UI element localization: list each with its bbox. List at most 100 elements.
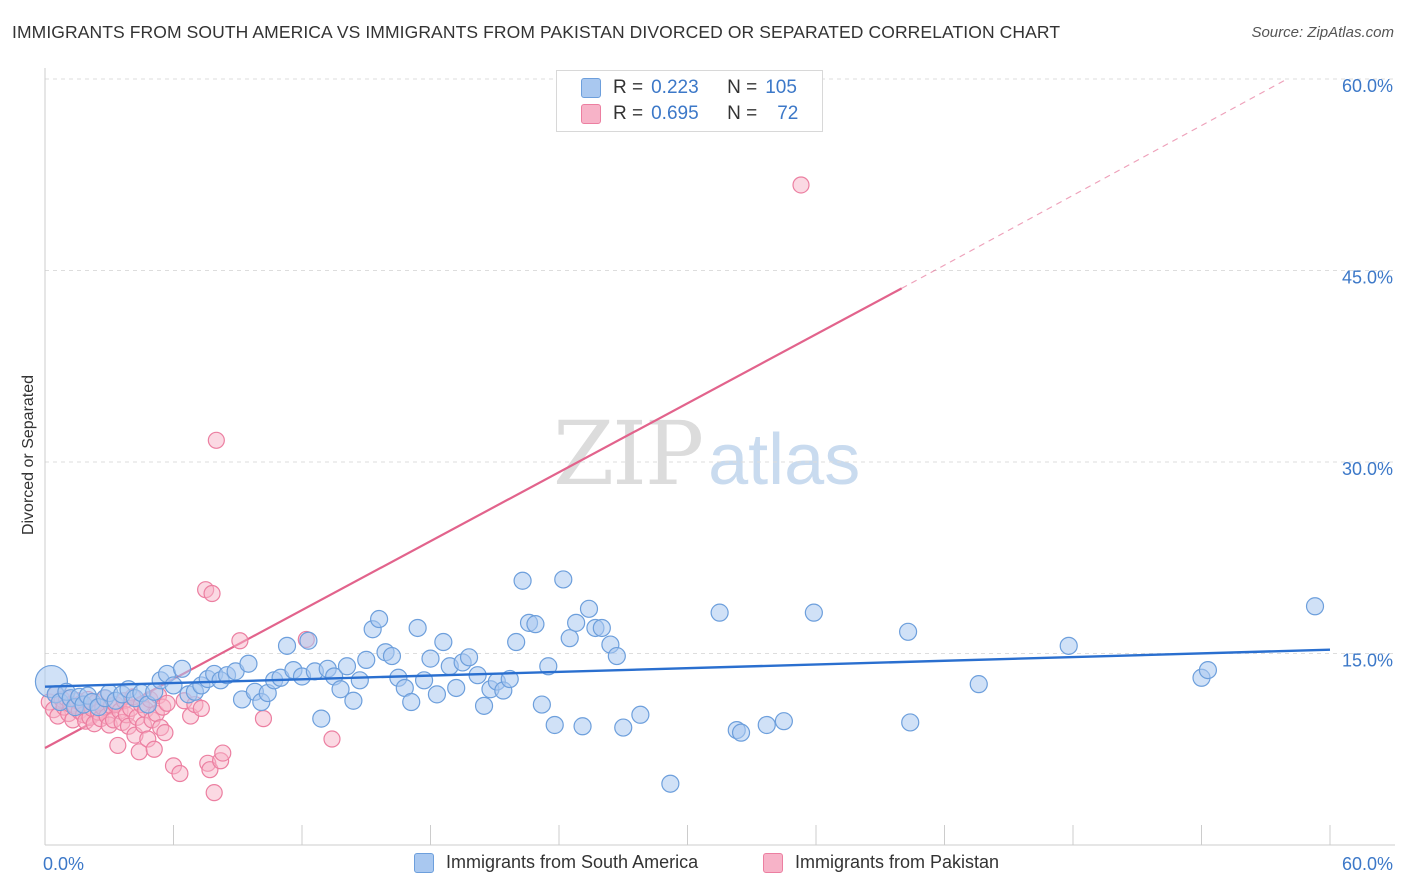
pakistan-point	[156, 724, 174, 742]
south-america-point	[607, 646, 626, 666]
pakistan-trend-line	[44, 78, 1288, 749]
source-label: Source: ZipAtlas.com	[1251, 24, 1394, 41]
south-america-point	[337, 657, 357, 676]
pakistan-point	[145, 740, 163, 758]
south-america-point	[567, 613, 586, 632]
y-tick-label: 45.0%	[1342, 268, 1393, 288]
south-america-point	[447, 678, 466, 698]
pakistan-trend-dashed	[901, 78, 1288, 289]
y-tick-label: 60.0%	[1342, 76, 1393, 96]
pakistan-point	[203, 584, 221, 603]
south-america-point	[239, 654, 258, 673]
x-tick-label: 0.0%	[43, 854, 84, 874]
axes	[44, 68, 1395, 846]
south-america-point	[898, 622, 918, 641]
south-america-point	[661, 774, 680, 793]
pakistan-point	[205, 784, 223, 802]
south-america-swatch	[581, 78, 601, 98]
south-america-point	[474, 696, 494, 715]
pakistan-point	[231, 632, 249, 650]
south-america-point	[312, 709, 331, 728]
south-america-point	[277, 636, 297, 655]
south-america-swatch	[414, 852, 434, 873]
pakistan-point	[207, 431, 225, 449]
watermark: ZIPatlas	[553, 402, 860, 505]
south-america-trend-line	[44, 648, 1331, 688]
south-america-point	[1059, 636, 1078, 655]
south-america-point	[500, 669, 519, 689]
n-value: 105	[765, 77, 797, 98]
chart-title: IMMIGRANTS FROM SOUTH AMERICA VS IMMIGRA…	[12, 22, 1061, 42]
pakistan-point	[254, 710, 273, 728]
south-america-point	[539, 657, 558, 676]
n-label: N =	[727, 77, 758, 98]
n-value: 72	[777, 103, 799, 124]
south-america-point	[560, 629, 579, 648]
pakistan-point	[214, 744, 232, 762]
south-america-point	[1198, 660, 1218, 680]
stats-legend-row-south-america: R = 0.223 N = 105	[581, 76, 797, 100]
south-america-point	[901, 713, 920, 732]
n-label: N =	[727, 103, 758, 124]
south-america-point	[579, 599, 599, 618]
south-america-point	[631, 705, 650, 724]
pakistan-point	[192, 699, 210, 717]
legend-item-south-america: Immigrants from South America	[414, 852, 698, 873]
south-america-point	[573, 717, 592, 736]
south-america-point	[402, 692, 421, 712]
south-america-point	[370, 609, 389, 629]
pakistan-point	[109, 736, 127, 755]
r-value: 0.695	[651, 103, 699, 124]
r-label: R =	[613, 77, 644, 98]
south-america-point	[434, 632, 453, 652]
pakistan-point	[171, 764, 189, 783]
pakistan-point	[792, 176, 810, 194]
south-america-point	[731, 723, 751, 742]
legend-label: Immigrants from Pakistan	[795, 852, 1000, 872]
series-legend: Immigrants from South America Immigrants…	[0, 852, 1406, 878]
south-america-point	[757, 715, 776, 735]
south-america-point	[774, 712, 793, 731]
south-america-point	[459, 648, 479, 667]
south-america-point	[545, 715, 564, 735]
pakistan-point	[158, 694, 176, 712]
south-america-points	[34, 570, 1325, 793]
south-america-point	[592, 618, 611, 638]
south-america-point	[382, 646, 402, 666]
south-america-point	[526, 615, 545, 634]
south-america-point	[1305, 597, 1325, 616]
watermark-atlas: atlas	[708, 420, 861, 500]
south-america-point	[710, 603, 729, 622]
y-axis-title: Divorced or Separated	[20, 375, 37, 535]
grid-lines	[45, 78, 1395, 654]
tick-labels: 15.0% 30.0% 45.0% 60.0% 0.0% 60.0%	[43, 76, 1393, 874]
south-america-point	[532, 695, 551, 714]
pakistan-point	[323, 730, 341, 748]
r-label: R =	[613, 103, 644, 124]
south-america-point	[344, 691, 363, 710]
south-america-point	[421, 649, 440, 668]
south-america-point	[554, 570, 573, 589]
south-america-point	[804, 603, 823, 622]
south-america-point	[507, 632, 526, 652]
y-tick-label: 30.0%	[1342, 459, 1393, 479]
legend-label: Immigrants from South America	[446, 852, 699, 872]
south-america-point	[513, 571, 532, 590]
stats-legend-row-pakistan: R = 0.695 N = 72	[581, 102, 798, 126]
south-america-trend-solid	[44, 648, 1331, 688]
stats-legend: R = 0.223 N = 105 R = 0.695 N = 72	[556, 70, 823, 132]
y-tick-label: 15.0%	[1342, 651, 1393, 671]
south-america-point	[164, 676, 183, 695]
south-america-point	[350, 671, 369, 690]
south-america-point	[969, 675, 988, 694]
south-america-point	[427, 685, 447, 704]
r-value: 0.223	[651, 77, 699, 98]
south-america-point	[357, 650, 376, 669]
pakistan-swatch	[581, 104, 601, 124]
south-america-point	[614, 718, 633, 737]
watermark-zip: ZIP	[553, 402, 704, 505]
x-tick-label: 60.0%	[1342, 854, 1393, 874]
pakistan-swatch	[763, 852, 783, 873]
legend-item-pakistan: Immigrants from Pakistan	[763, 852, 999, 873]
